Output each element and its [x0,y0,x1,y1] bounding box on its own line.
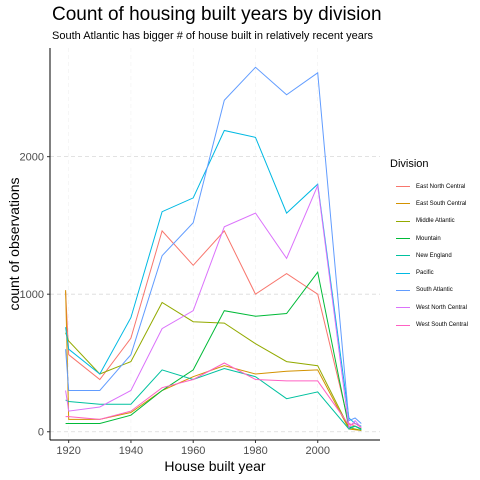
legend-label: New England [416,252,452,259]
legend-label: Mountain [416,235,441,242]
legend-item-mountain: Mountain [390,230,468,247]
legend-item-west-south-central: West South Central [390,316,468,333]
grid-lines [50,48,380,440]
legend-key [396,203,410,205]
series-line-east-north-central [65,229,362,430]
legend-item-south-atlantic: South Atlantic [390,282,468,299]
legend-label: West North Central [416,304,467,311]
legend-title: Division [390,158,429,170]
x-tick-label: 1980 [243,445,267,457]
legend-key [396,289,410,291]
series-line-west-south-central [65,362,362,429]
legend-item-pacific: Pacific [390,264,468,281]
legend-label: West South Central [416,322,468,329]
series-line-east-south-central [65,290,362,431]
y-axis-label: count of observations [6,177,22,310]
legend-key [396,324,410,326]
series-line-pacific [65,129,362,427]
legend-item-new-england: New England [390,247,468,264]
legend-items: East North Central East South Central Midd… [390,178,468,334]
y-tick-label: 1000 [20,289,44,301]
series-line-south-atlantic [65,66,362,424]
y-axis-ticks: 0 1000 2000 [20,152,50,439]
legend-label: South Atlantic [416,287,453,294]
legend-key [396,220,410,222]
y-tick-label: 0 [38,427,44,439]
x-axis-label: House built year [164,458,266,474]
x-tick-label: 1940 [119,445,143,457]
legend-key [396,272,410,274]
legend-label: Pacific [416,270,434,277]
series-line-new-england [65,367,362,431]
series-line-west-north-central [65,183,362,429]
legend-label: Middle Atlantic [416,218,455,225]
legend-item-east-south-central: East South Central [390,195,468,212]
chart-subtitle: South Atlantic has bigger # of house bui… [52,30,374,42]
chart-title: Count of housing built years by division [52,4,382,25]
legend-key [396,255,410,257]
x-tick-label: 1960 [181,445,205,457]
legend-key [396,307,410,309]
x-tick-label: 1920 [56,445,80,457]
series-line-mountain [65,271,362,430]
series-lines [65,66,362,431]
legend-key [396,238,410,240]
legend-label: East South Central [416,200,467,207]
y-tick-label: 2000 [20,152,44,164]
legend-label: East North Central [416,183,466,190]
legend-item-east-north-central: East North Central [390,178,468,195]
legend-key [396,186,410,188]
legend-item-west-north-central: West North Central [390,299,468,316]
x-tick-label: 2000 [305,445,329,457]
legend-item-middle-atlantic: Middle Atlantic [390,213,468,230]
x-axis-ticks: 1920 1940 1960 1980 2000 [56,440,330,457]
legend: Division East North Central East South Ce… [390,158,468,334]
